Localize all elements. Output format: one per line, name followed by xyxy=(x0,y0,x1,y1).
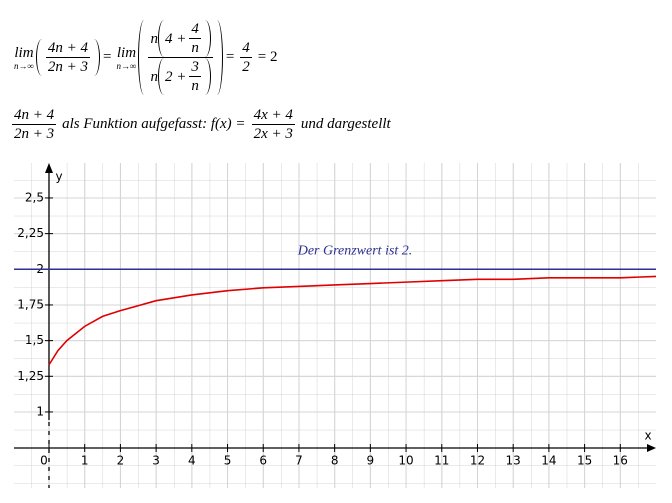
x-axis-label: x xyxy=(644,429,651,443)
curve xyxy=(48,275,657,366)
x-tick-label: 1 xyxy=(81,454,89,468)
numerator: 4n + 4 xyxy=(14,107,55,123)
fraction: 4x + 4 2x + 3 xyxy=(251,106,295,143)
lim: lim xyxy=(116,44,137,61)
factor: n xyxy=(150,68,158,85)
limit: lim n→∞ xyxy=(117,45,137,71)
denominator: n xyxy=(189,76,201,94)
x-tick-label: 12 xyxy=(470,454,485,468)
x-tick-label: 3 xyxy=(152,454,160,468)
numerator: 4 xyxy=(191,21,199,37)
denominator: 2n + 3 xyxy=(45,57,91,75)
numerator: 3 xyxy=(191,59,199,75)
text: und dargestellt xyxy=(300,116,391,132)
term: 2 + xyxy=(164,68,187,85)
paren xyxy=(217,20,223,95)
limit-label: Der Grenzwert ist 2. xyxy=(297,244,413,259)
factor: n xyxy=(150,30,158,47)
operator: = xyxy=(225,49,235,65)
x-tick-label: 14 xyxy=(541,454,556,468)
y-tick-label: 2,25 xyxy=(17,226,44,240)
numerator: 4 xyxy=(242,40,250,56)
paren-group: 4n + 4 2n + 3 xyxy=(35,39,101,76)
numerator: 4n + 4 xyxy=(47,40,89,56)
group: 4n + 4 2n + 3 xyxy=(43,39,93,76)
denominator: 2x + 3 xyxy=(251,124,295,142)
x-tick-label: 5 xyxy=(224,454,232,468)
x-tick-label: 2 xyxy=(117,454,125,468)
y-tick-label: 1,25 xyxy=(17,369,44,383)
x-tick-label: 13 xyxy=(506,454,521,468)
y-tick-label: 1,75 xyxy=(17,297,44,311)
text: als Funktion aufgefasst: f(x) = xyxy=(62,116,246,132)
x-tick-label: 9 xyxy=(367,454,375,468)
y-tick-label: 1,5 xyxy=(25,333,44,347)
paren xyxy=(205,58,211,95)
chart: 01234567891011121314151611,251,51,7522,2… xyxy=(14,163,657,488)
x-tick-label: 6 xyxy=(259,454,267,468)
lim-sub: n→∞ xyxy=(14,60,34,71)
function-formula: 4n + 4 2n + 3 als Funktion aufgefasst: f(… xyxy=(12,106,394,143)
denominator: 2 xyxy=(240,57,252,75)
limit: lim n→∞ xyxy=(14,45,34,71)
term: 4 + xyxy=(164,30,187,47)
x-tick-label: 4 xyxy=(188,454,196,468)
y-axis-label: y xyxy=(55,170,62,184)
x-tick-label: 15 xyxy=(577,454,592,468)
x-tick-label: 16 xyxy=(613,454,628,468)
x-tick-label: 0 xyxy=(40,454,48,468)
fraction: 4n + 4 2n + 3 xyxy=(45,39,91,76)
paren xyxy=(205,20,211,57)
operator: = xyxy=(103,49,112,65)
x-axis-arrow xyxy=(647,444,656,452)
numerator: 4x + 4 xyxy=(253,107,293,123)
denominator: n xyxy=(189,38,201,56)
paren xyxy=(157,58,164,95)
x-tick-label: 11 xyxy=(434,454,449,468)
group: 4 +4 n xyxy=(165,20,204,57)
lim: lim xyxy=(14,44,34,61)
paren xyxy=(94,39,101,76)
group: 2 +3 n xyxy=(165,58,204,95)
y-tick-label: 2,5 xyxy=(25,190,44,204)
paren xyxy=(138,20,144,95)
lim-sub: n→∞ xyxy=(116,60,137,71)
x-tick-label: 10 xyxy=(398,454,413,468)
x-tick-label: 7 xyxy=(295,454,303,468)
y-axis-arrow xyxy=(44,163,53,173)
fraction: 4n + 4 2n + 3 xyxy=(12,106,57,143)
denominator: 2n + 3 xyxy=(12,124,57,142)
y-tick-label: 1 xyxy=(36,404,44,418)
result: = 2 xyxy=(257,49,278,65)
x-tick-label: 8 xyxy=(331,454,339,468)
paren xyxy=(35,39,42,76)
paren xyxy=(157,20,164,57)
